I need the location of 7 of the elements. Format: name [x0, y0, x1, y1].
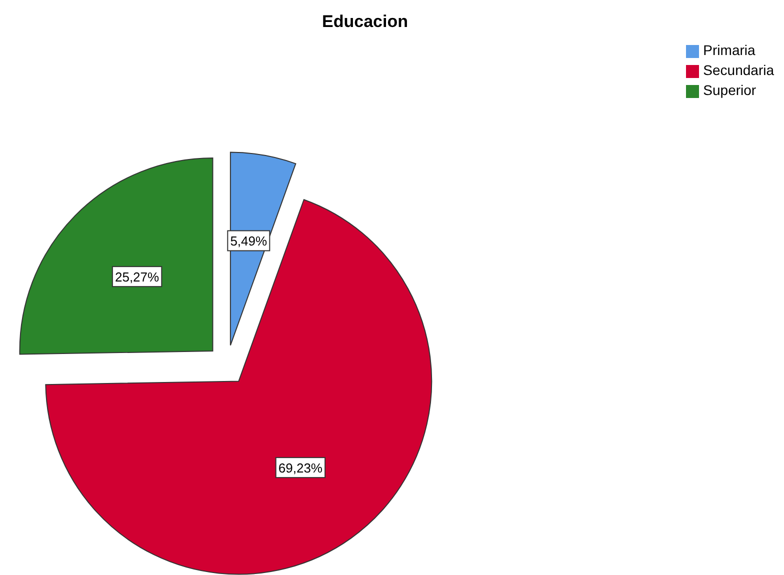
legend-label: Secundaria: [703, 62, 774, 78]
data-label: 5,49%: [230, 234, 268, 249]
data-label: 25,27%: [114, 270, 160, 285]
legend-label: Superior: [703, 82, 756, 98]
chart-title: Educacion: [321, 12, 409, 32]
data-label: 69,23%: [278, 460, 323, 476]
legend-label: Primaria: [703, 42, 756, 58]
